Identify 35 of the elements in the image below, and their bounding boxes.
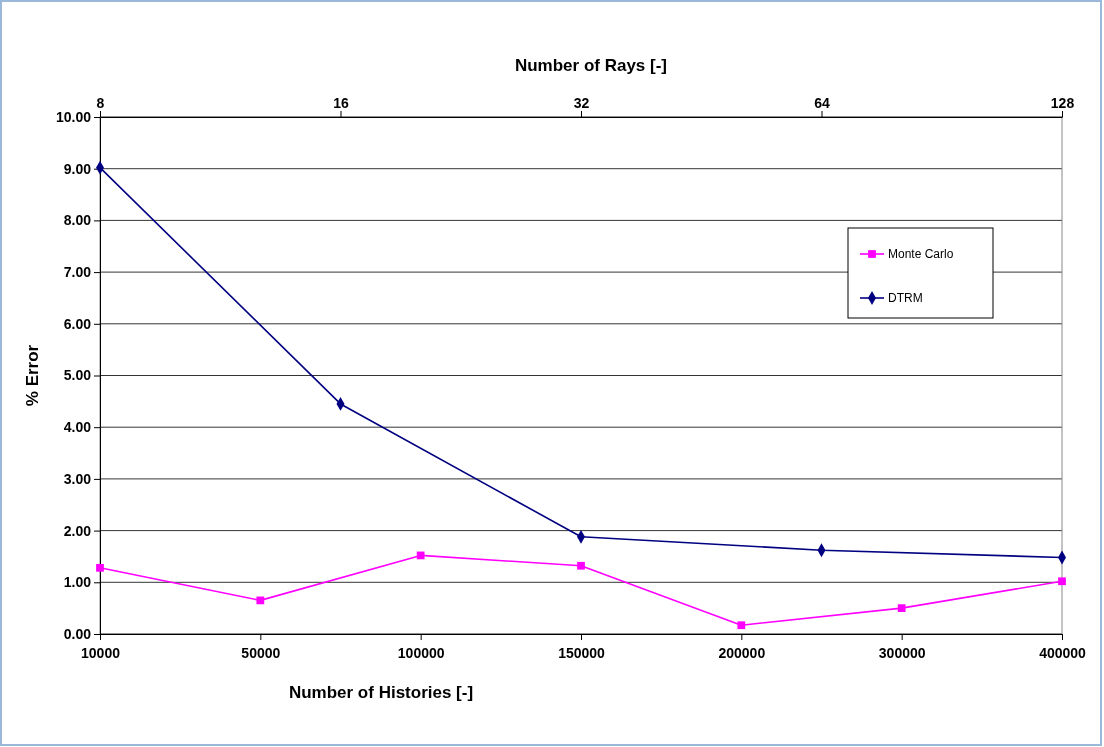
y-tick-label: 1.00 [63, 574, 92, 591]
x-tick-label: 300000 [878, 645, 926, 662]
point [256, 596, 265, 605]
point [577, 561, 585, 570]
x-tick-label: 50000 [241, 645, 281, 662]
point [416, 551, 425, 560]
y-tick-label: 0.00 [63, 625, 92, 642]
x-tick-label: 400000 [1039, 645, 1087, 662]
x2-tick-label: 32 [573, 95, 590, 111]
x-tick-label: 10000 [81, 645, 121, 662]
y-tick-label: 10.00 [55, 108, 92, 125]
x2-tick-label: 128 [1050, 95, 1075, 111]
y-tick-label: 9.00 [63, 160, 92, 177]
point [897, 604, 906, 613]
point [96, 563, 104, 572]
legend-label: Monte Carlo [888, 247, 954, 261]
point [737, 621, 746, 630]
y-axis-title: % Error [23, 344, 42, 407]
y-tick-label: 6.00 [63, 315, 92, 332]
x2-axis-title: Number of Rays [-] [514, 56, 668, 75]
point [1058, 577, 1066, 586]
x-axis-title: Number of Histories [-] [288, 683, 474, 702]
legend-label: DTRM [888, 291, 923, 305]
y-tick-label: 3.00 [63, 470, 92, 487]
x-tick-label: 200000 [718, 645, 766, 662]
x2-tick-label: 16 [333, 95, 349, 111]
x2-tick-label: 64 [814, 95, 830, 111]
x2-tick-label: 8 [96, 95, 105, 111]
y-tick-label: 5.00 [63, 367, 92, 384]
y-tick-label: 2.00 [63, 522, 92, 539]
y-tick-label: 4.00 [63, 419, 92, 436]
x-tick-label: 150000 [558, 645, 606, 662]
y-tick-label: 7.00 [63, 264, 92, 281]
x-tick-label: 100000 [397, 645, 445, 662]
y-tick-label: 8.00 [63, 212, 92, 229]
